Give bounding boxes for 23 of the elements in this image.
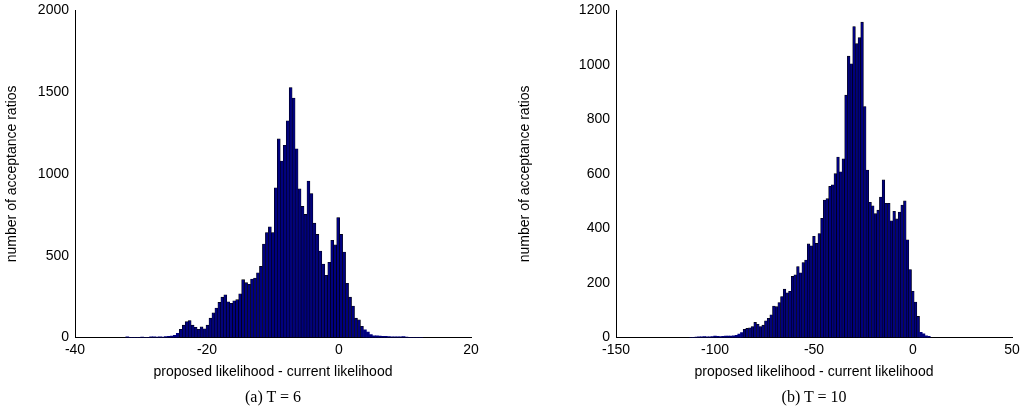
x-tick-label: 0 — [909, 340, 918, 357]
x-tick-label: -20 — [196, 340, 218, 357]
y-tick-label: 1200 — [578, 1, 611, 18]
y-tick-label: 600 — [586, 164, 611, 181]
text: (a) T = 6 — [245, 388, 301, 406]
text: (b) T = 10 — [781, 388, 847, 406]
y-tick-label: 500 — [45, 246, 70, 263]
x-tick-label: -50 — [803, 340, 825, 357]
x-axis-title: proposed likelihood - current likelihood — [153, 363, 393, 380]
x-tick-label: 0 — [335, 340, 344, 357]
y-tick-label: 2000 — [37, 1, 70, 18]
x-axis-title: proposed likelihood - current likelihood — [694, 363, 934, 380]
y-axis-title: number of acceptance ratios — [3, 85, 20, 263]
y-tick-label: 1500 — [37, 83, 70, 100]
y-axis-title: number of acceptance ratios — [516, 85, 533, 263]
y-tick-label: 400 — [586, 219, 611, 236]
y-tick-label: 200 — [586, 273, 611, 290]
y-tick-label: 1000 — [578, 55, 611, 72]
x-tick-label: -100 — [700, 340, 730, 357]
y-tick-label: 800 — [586, 110, 611, 127]
y-tick-label: 1000 — [37, 164, 70, 181]
x-tick-label: 50 — [1004, 340, 1020, 357]
x-tick-label: 20 — [463, 340, 479, 357]
